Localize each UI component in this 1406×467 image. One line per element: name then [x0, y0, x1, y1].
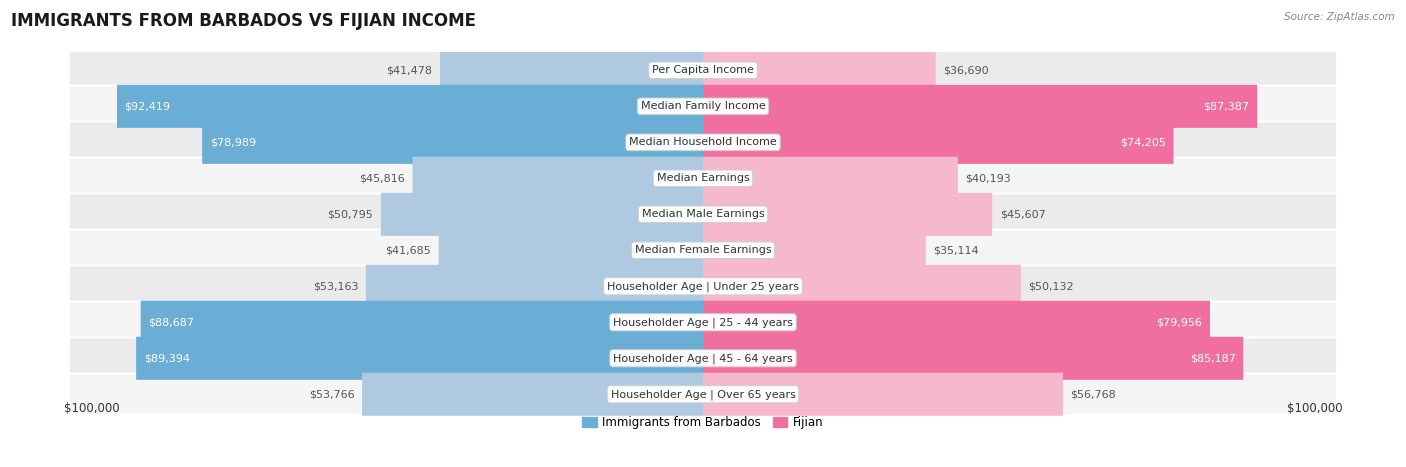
- FancyBboxPatch shape: [703, 85, 1257, 128]
- FancyBboxPatch shape: [117, 85, 703, 128]
- FancyBboxPatch shape: [703, 301, 1211, 344]
- Text: $100,000: $100,000: [1286, 403, 1343, 416]
- FancyBboxPatch shape: [440, 49, 703, 92]
- Text: Median Household Income: Median Household Income: [628, 137, 778, 147]
- FancyBboxPatch shape: [363, 373, 703, 416]
- Text: IMMIGRANTS FROM BARBADOS VS FIJIAN INCOME: IMMIGRANTS FROM BARBADOS VS FIJIAN INCOM…: [11, 12, 477, 30]
- Text: Per Capita Income: Per Capita Income: [652, 65, 754, 75]
- Text: Median Female Earnings: Median Female Earnings: [634, 245, 772, 255]
- Text: Householder Age | Under 25 years: Householder Age | Under 25 years: [607, 281, 799, 291]
- Text: $79,956: $79,956: [1157, 317, 1202, 327]
- Text: Median Family Income: Median Family Income: [641, 101, 765, 111]
- FancyBboxPatch shape: [69, 265, 1337, 307]
- Text: Householder Age | 25 - 44 years: Householder Age | 25 - 44 years: [613, 317, 793, 327]
- Text: $92,419: $92,419: [125, 101, 170, 111]
- Text: $53,766: $53,766: [309, 389, 354, 399]
- FancyBboxPatch shape: [703, 265, 1021, 308]
- FancyBboxPatch shape: [703, 229, 925, 272]
- FancyBboxPatch shape: [703, 49, 935, 92]
- Text: $89,394: $89,394: [143, 353, 190, 363]
- Text: $53,163: $53,163: [312, 281, 359, 291]
- FancyBboxPatch shape: [381, 193, 703, 236]
- FancyBboxPatch shape: [69, 121, 1337, 163]
- FancyBboxPatch shape: [412, 157, 703, 200]
- FancyBboxPatch shape: [366, 265, 703, 308]
- FancyBboxPatch shape: [69, 193, 1337, 235]
- Legend: Immigrants from Barbados, Fijian: Immigrants from Barbados, Fijian: [578, 411, 828, 434]
- Text: $56,768: $56,768: [1070, 389, 1116, 399]
- FancyBboxPatch shape: [141, 301, 703, 344]
- Text: $50,132: $50,132: [1029, 281, 1074, 291]
- Text: Source: ZipAtlas.com: Source: ZipAtlas.com: [1284, 12, 1395, 21]
- Text: $85,187: $85,187: [1189, 353, 1236, 363]
- FancyBboxPatch shape: [703, 373, 1063, 416]
- FancyBboxPatch shape: [202, 121, 703, 164]
- Text: $45,816: $45,816: [359, 173, 405, 184]
- FancyBboxPatch shape: [69, 373, 1337, 415]
- Text: $36,690: $36,690: [943, 65, 988, 75]
- FancyBboxPatch shape: [136, 337, 703, 380]
- Text: $100,000: $100,000: [63, 403, 120, 416]
- Text: Householder Age | Over 65 years: Householder Age | Over 65 years: [610, 389, 796, 399]
- Text: $50,795: $50,795: [328, 209, 374, 219]
- FancyBboxPatch shape: [69, 337, 1337, 379]
- FancyBboxPatch shape: [703, 121, 1174, 164]
- FancyBboxPatch shape: [69, 157, 1337, 199]
- FancyBboxPatch shape: [703, 157, 957, 200]
- FancyBboxPatch shape: [703, 337, 1243, 380]
- FancyBboxPatch shape: [69, 85, 1337, 127]
- Text: $41,478: $41,478: [387, 65, 433, 75]
- FancyBboxPatch shape: [69, 50, 1337, 91]
- Text: $87,387: $87,387: [1204, 101, 1250, 111]
- Text: Median Male Earnings: Median Male Earnings: [641, 209, 765, 219]
- FancyBboxPatch shape: [69, 301, 1337, 343]
- Text: $88,687: $88,687: [148, 317, 194, 327]
- Text: $45,607: $45,607: [1000, 209, 1046, 219]
- Text: $74,205: $74,205: [1121, 137, 1166, 147]
- Text: $40,193: $40,193: [966, 173, 1011, 184]
- Text: $78,989: $78,989: [209, 137, 256, 147]
- Text: $35,114: $35,114: [934, 245, 979, 255]
- Text: $41,685: $41,685: [385, 245, 432, 255]
- FancyBboxPatch shape: [439, 229, 703, 272]
- Text: Median Earnings: Median Earnings: [657, 173, 749, 184]
- FancyBboxPatch shape: [69, 229, 1337, 271]
- Text: Householder Age | 45 - 64 years: Householder Age | 45 - 64 years: [613, 353, 793, 363]
- FancyBboxPatch shape: [703, 193, 993, 236]
